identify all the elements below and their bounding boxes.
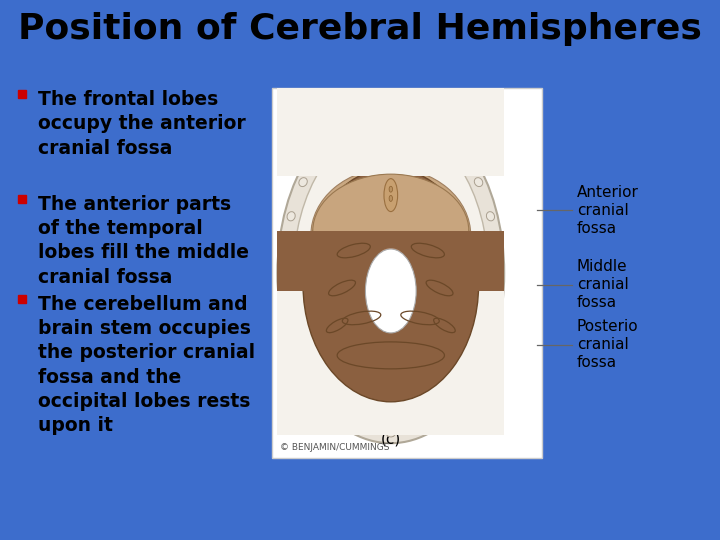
- Ellipse shape: [412, 424, 421, 433]
- Ellipse shape: [311, 168, 471, 303]
- Ellipse shape: [318, 187, 464, 274]
- Text: Position of Cerebral Hemispheres: Position of Cerebral Hemispheres: [18, 12, 702, 46]
- Ellipse shape: [337, 127, 346, 136]
- Text: Middle
cranial
fossa: Middle cranial fossa: [577, 260, 629, 310]
- Ellipse shape: [287, 212, 295, 221]
- Ellipse shape: [281, 288, 289, 297]
- Ellipse shape: [293, 123, 488, 423]
- Ellipse shape: [436, 410, 445, 419]
- Ellipse shape: [389, 186, 392, 192]
- Ellipse shape: [386, 429, 395, 437]
- Ellipse shape: [337, 410, 346, 419]
- Ellipse shape: [299, 178, 307, 187]
- Ellipse shape: [281, 249, 289, 258]
- Text: The cerebellum and
brain stem occupies
the posterior cranial
fossa and the
occip: The cerebellum and brain stem occupies t…: [38, 295, 255, 435]
- Ellipse shape: [377, 247, 405, 268]
- Ellipse shape: [474, 178, 482, 187]
- Ellipse shape: [277, 103, 504, 443]
- Ellipse shape: [492, 288, 500, 297]
- FancyBboxPatch shape: [272, 88, 542, 458]
- Ellipse shape: [299, 360, 307, 368]
- Text: (c): (c): [381, 431, 401, 446]
- Text: The frontal lobes
occupy the anterior
cranial fossa: The frontal lobes occupy the anterior cr…: [38, 90, 246, 158]
- Bar: [277, 231, 504, 291]
- Ellipse shape: [487, 212, 495, 221]
- Bar: [277, 88, 504, 176]
- Ellipse shape: [316, 149, 325, 158]
- Ellipse shape: [389, 195, 392, 201]
- Bar: [277, 265, 504, 435]
- Text: Posterio
cranial
fossa: Posterio cranial fossa: [577, 319, 639, 370]
- Ellipse shape: [457, 149, 466, 158]
- Ellipse shape: [361, 113, 370, 122]
- Text: © BENJAMIN/CUMMINGS: © BENJAMIN/CUMMINGS: [280, 443, 390, 452]
- Ellipse shape: [366, 249, 416, 333]
- Ellipse shape: [303, 168, 479, 402]
- Text: Anterior
cranial
fossa: Anterior cranial fossa: [577, 185, 639, 235]
- Ellipse shape: [312, 174, 469, 288]
- Ellipse shape: [361, 424, 370, 433]
- Ellipse shape: [316, 388, 325, 397]
- Ellipse shape: [492, 249, 500, 258]
- Text: The anterior parts
of the temporal
lobes fill the middle
cranial fossa: The anterior parts of the temporal lobes…: [38, 195, 249, 287]
- Ellipse shape: [412, 113, 421, 122]
- Ellipse shape: [474, 360, 482, 368]
- Ellipse shape: [384, 179, 397, 212]
- Ellipse shape: [287, 325, 295, 334]
- Ellipse shape: [386, 109, 395, 117]
- Ellipse shape: [487, 325, 495, 334]
- Ellipse shape: [436, 127, 445, 136]
- Ellipse shape: [457, 388, 466, 397]
